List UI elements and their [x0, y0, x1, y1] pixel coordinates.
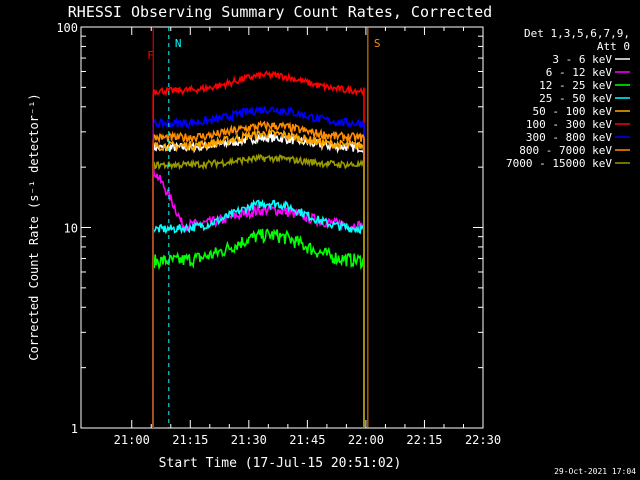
legend-label: 6 - 12 keV: [546, 66, 613, 79]
x-tick-label: 21:00: [114, 433, 150, 447]
y-tick-label: 10: [64, 222, 78, 236]
legend-label: 800 - 7000 keV: [519, 144, 612, 157]
x-tick-label: 21:45: [289, 433, 325, 447]
legend-label: 50 - 100 keV: [533, 105, 613, 118]
series-line-0: [152, 131, 365, 429]
chart-title: RHESSI Observing Summary Count Rates, Co…: [68, 3, 492, 21]
legend-label: 100 - 300 keV: [526, 118, 612, 131]
legend-label: 12 - 25 keV: [539, 79, 612, 92]
legend-header-line-2: Att 0: [597, 40, 630, 53]
series-line-6: [152, 105, 365, 429]
y-axis-label: Corrected Count Rate (s⁻¹ detector⁻¹): [27, 93, 41, 360]
series-line-4: [152, 127, 365, 429]
series-line-5: [152, 70, 365, 429]
plot-frame: [80, 26, 484, 429]
legend-label: 3 - 6 keV: [552, 53, 612, 66]
series-line-7: [152, 120, 365, 429]
flag-label-N: N: [175, 37, 182, 50]
flag-label-F: F: [147, 49, 154, 62]
x-tick-label: 21:15: [172, 433, 208, 447]
x-tick-label: 22:30: [465, 433, 501, 447]
generated-timestamp: 29-Oct-2021 17:04: [554, 467, 636, 476]
legend-label: 25 - 50 keV: [539, 92, 612, 105]
x-axis-label: Start Time (17-Jul-15 20:51:02): [159, 456, 402, 471]
y-tick-label: 100: [56, 21, 78, 35]
series-line-2: [152, 228, 365, 429]
flag-label-S: S: [374, 37, 381, 50]
series-line-3: [152, 198, 365, 429]
legend-header-line-1: Det 1,3,5,6,7,9,: [524, 27, 630, 40]
x-tick-label: 22:15: [406, 433, 442, 447]
x-tick-label: 22:00: [348, 433, 384, 447]
y-tick-label: 1: [71, 422, 78, 436]
legend-label: 300 - 800 keV: [526, 131, 612, 144]
x-tick-label: 21:30: [231, 433, 267, 447]
series-line-8: [152, 153, 365, 429]
legend-label: 7000 - 15000 keV: [506, 157, 612, 170]
